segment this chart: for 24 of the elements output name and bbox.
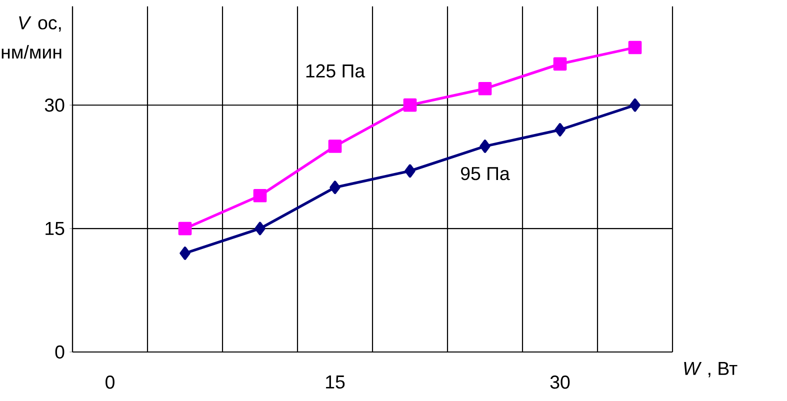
series-label: 95 Па — [461, 166, 510, 180]
point — [628, 40, 642, 54]
point — [478, 82, 492, 96]
x-tick-label: 0 — [106, 376, 114, 389]
y-tick-label: 30 — [44, 98, 64, 112]
y-tick-label: 15 — [46, 222, 64, 236]
x-axis-title: W , Вт — [684, 362, 738, 378]
point — [180, 246, 190, 260]
text: 125 Па — [306, 64, 366, 78]
point — [178, 222, 192, 236]
point — [403, 98, 417, 112]
point — [630, 98, 640, 112]
point — [254, 222, 266, 236]
point — [480, 140, 490, 153]
point — [554, 123, 566, 136]
point — [253, 188, 267, 202]
point — [404, 164, 416, 178]
x-tick-label: 15 — [326, 376, 345, 389]
point — [328, 140, 342, 153]
point — [553, 57, 567, 71]
y-tick-label: 0 — [55, 345, 64, 359]
y-axis-title: V ос, нм/мин — [2, 16, 62, 59]
point — [330, 180, 340, 194]
x-tick-label: 30 — [550, 376, 570, 389]
